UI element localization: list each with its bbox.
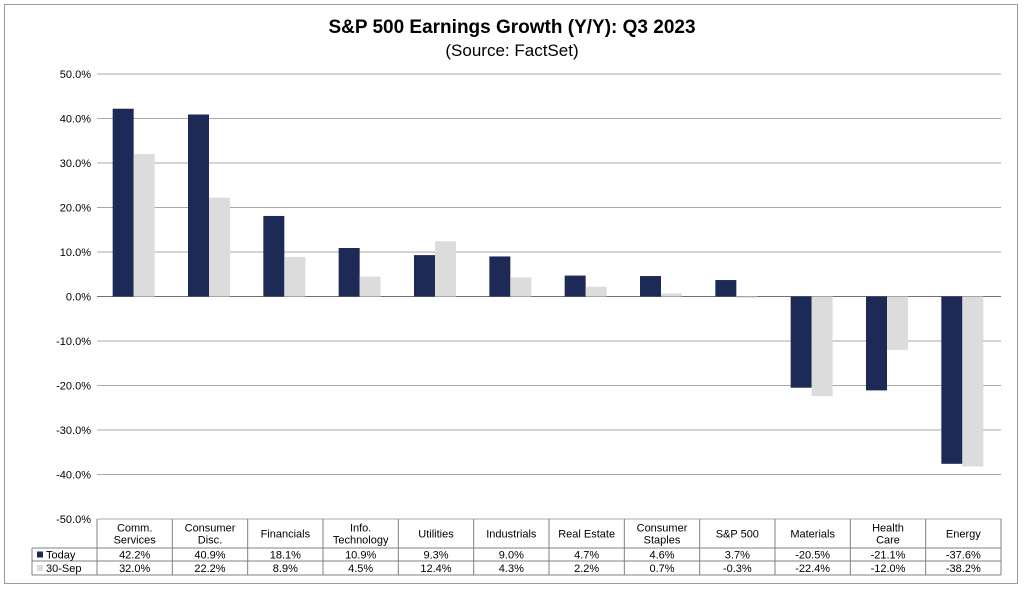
data-label: 18.1%	[270, 550, 301, 562]
chart-subtitle: (Source: FactSet)	[445, 41, 579, 60]
data-label: 40.9%	[194, 550, 225, 562]
bar-today	[866, 296, 887, 391]
bar-30-sep	[209, 197, 230, 297]
data-label: 32.0%	[119, 563, 150, 575]
data-label: 3.7%	[725, 550, 750, 562]
data-label: -21.1%	[871, 550, 906, 562]
data-label: 22.2%	[194, 563, 225, 575]
category-label: Comm.	[117, 523, 152, 535]
data-label: -12.0%	[871, 563, 906, 575]
category-label: Materials	[790, 529, 835, 541]
category-label: Utilities	[418, 529, 454, 541]
y-tick-label: -40.0%	[56, 470, 91, 482]
bar-today	[564, 275, 586, 297]
category-label: Real Estate	[558, 529, 615, 541]
category-label: Industrials	[486, 529, 537, 541]
category-label: Staples	[644, 535, 681, 547]
bar-30-sep	[284, 256, 306, 297]
bar-30-sep	[133, 154, 155, 297]
data-label: -0.3%	[723, 563, 752, 575]
category-label: Info.	[350, 523, 371, 535]
category-label: Technology	[333, 535, 389, 547]
bar-30-sep	[962, 296, 984, 467]
bar-today	[414, 255, 435, 297]
y-tick-label: -50.0%	[56, 514, 91, 526]
bar-today	[188, 114, 209, 297]
bar-30-sep	[435, 241, 456, 297]
data-label: -20.5%	[795, 550, 830, 562]
y-tick-label: 30.0%	[60, 158, 91, 170]
data-label: 12.4%	[420, 563, 451, 575]
data-label: 4.7%	[574, 550, 599, 562]
bar-30-sep	[510, 277, 532, 297]
bar-30-sep	[585, 286, 607, 297]
bar-30-sep	[359, 276, 381, 297]
gridlines	[97, 73, 1001, 520]
y-tick-label: 10.0%	[60, 247, 91, 259]
data-label: -22.4%	[795, 563, 830, 575]
data-label: 42.2%	[119, 550, 150, 562]
legend-swatch	[37, 565, 43, 571]
data-label: 2.2%	[574, 563, 599, 575]
category-label: Disc.	[198, 535, 222, 547]
y-tick-label: 0.0%	[66, 292, 91, 304]
data-label: 8.9%	[273, 563, 298, 575]
y-tick-label: 20.0%	[60, 203, 91, 215]
category-label: Financials	[261, 529, 311, 541]
y-axis-ticks: 50.0% 40.0% 30.0% 20.0% 10.0% 0.0% -10.0% -20.0…	[56, 69, 91, 526]
legend-label: Today	[46, 550, 76, 562]
legend-label: 30-Sep	[46, 563, 81, 575]
category-label: Health	[872, 523, 904, 535]
y-tick-label: -10.0%	[56, 336, 91, 348]
data-label: 4.3%	[499, 563, 524, 575]
y-tick-label: 50.0%	[60, 69, 91, 81]
data-label: 4.5%	[348, 563, 373, 575]
data-label: 10.9%	[345, 550, 376, 562]
chart-title: S&P 500 Earnings Growth (Y/Y): Q3 2023	[328, 17, 696, 38]
category-label: Energy	[946, 529, 981, 541]
bars	[112, 108, 984, 467]
bar-30-sep	[736, 296, 758, 298]
data-label: -37.6%	[946, 550, 981, 562]
bar-today	[640, 276, 661, 297]
bar-today	[790, 296, 812, 388]
y-tick-label: -30.0%	[56, 425, 91, 437]
bar-today	[941, 296, 963, 464]
data-label: 4.6%	[649, 550, 674, 562]
bar-30-sep	[661, 293, 682, 297]
legend-swatch	[37, 551, 43, 558]
data-label: 9.3%	[423, 550, 448, 562]
bar-today	[112, 108, 134, 297]
data-label: 0.7%	[649, 563, 674, 575]
bar-today	[489, 256, 511, 297]
bar-today	[715, 280, 737, 297]
y-tick-label: -20.0%	[56, 381, 91, 393]
category-label: S&P 500	[716, 529, 759, 541]
bar-today	[338, 247, 360, 297]
category-label: Care	[876, 535, 900, 547]
bar-30-sep	[811, 296, 833, 397]
y-tick-label: 40.0%	[60, 114, 91, 126]
category-label: Consumer	[637, 523, 688, 535]
category-label: Consumer	[185, 523, 236, 535]
bar-today	[263, 215, 285, 297]
data-label: 9.0%	[499, 550, 524, 562]
data-label: -38.2%	[946, 563, 981, 575]
category-label: Services	[114, 535, 157, 547]
bar-30-sep	[887, 296, 908, 350]
